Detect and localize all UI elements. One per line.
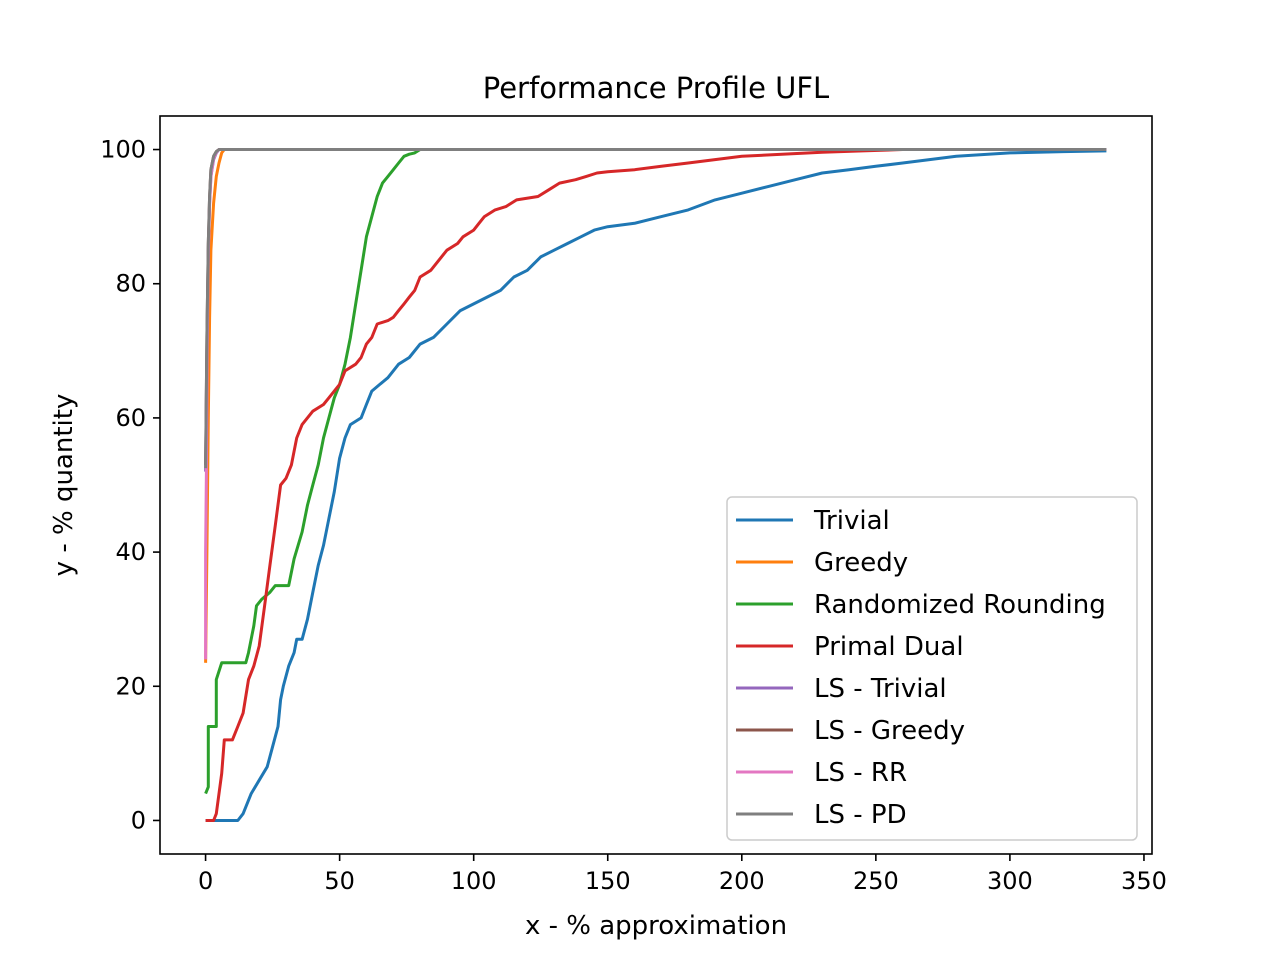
legend-label: LS - PD — [814, 800, 907, 830]
series-line-trivial — [205, 149, 1107, 822]
x-tick-label: 250 — [853, 867, 899, 895]
legend-entries: Trivial Greedy Randomized Rounding Primal D… — [736, 506, 1106, 830]
legend-item: Randomized Rounding — [736, 590, 1106, 620]
legend-label: LS - Greedy — [814, 716, 965, 746]
legend-label: LS - Trivial — [814, 674, 947, 704]
x-tick-label: 0 — [198, 867, 213, 895]
legend-item: LS - PD — [736, 800, 907, 830]
series-line-ls-pd — [204, 148, 1107, 469]
y-axis-label: y - % quantity — [49, 394, 79, 577]
legend-label: Trivial — [813, 506, 890, 536]
x-tick-label: 200 — [719, 867, 765, 895]
x-tick-label: 150 — [585, 867, 631, 895]
plot-frame — [159, 115, 1153, 855]
legend-item: LS - Trivial — [736, 674, 947, 704]
legend-label: Randomized Rounding — [814, 590, 1106, 620]
legend-item: Primal Dual — [736, 632, 964, 662]
legend-item: Trivial — [736, 506, 890, 536]
legend-item: Greedy — [736, 548, 908, 578]
legend-label: Primal Dual — [814, 632, 964, 662]
legend-label: LS - RR — [814, 758, 907, 788]
x-tick-label: 50 — [324, 867, 355, 895]
series-line-randomized-rounding — [204, 148, 1107, 795]
y-tick-label: 80 — [115, 270, 146, 298]
x-tick-label: 100 — [451, 867, 497, 895]
x-tick-label: 300 — [987, 867, 1033, 895]
y-tick-label: 40 — [115, 538, 146, 566]
y-tick-label: 0 — [131, 806, 146, 834]
series-line-primal-dual — [205, 148, 1107, 822]
y-tick-label: 100 — [100, 136, 146, 164]
y-tick-label: 20 — [115, 672, 146, 700]
legend-label: Greedy — [814, 548, 908, 578]
x-axis: 0 50 100 150 200 250 300 350 — [198, 854, 1167, 895]
series-layer — [204, 148, 1107, 822]
legend-item: LS - Greedy — [736, 716, 965, 746]
x-tick-label: 350 — [1121, 867, 1167, 895]
x-axis-label: x - % approximation — [525, 911, 787, 941]
legend: Trivial Greedy Randomized Rounding Primal D… — [726, 496, 1138, 841]
legend-box — [726, 496, 1138, 841]
y-axis: 0 20 40 60 80 100 — [100, 136, 160, 834]
legend-item: LS - RR — [736, 758, 907, 788]
y-tick-label: 60 — [115, 404, 146, 432]
chart-title: Performance Profile UFL — [483, 71, 829, 105]
